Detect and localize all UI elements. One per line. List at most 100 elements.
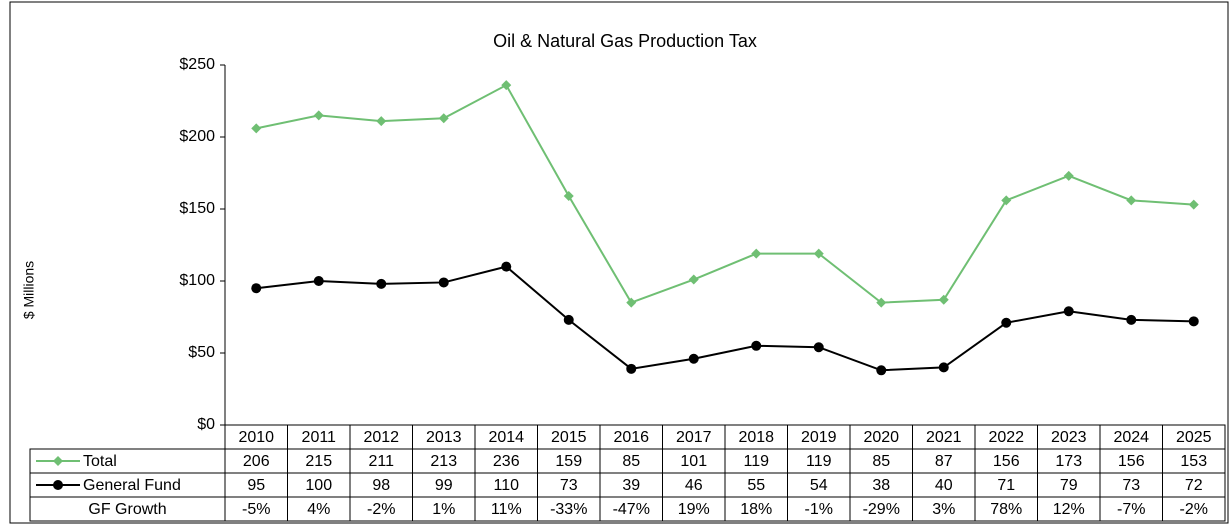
row-label: GF Growth xyxy=(88,501,166,518)
x-tick-label: 2019 xyxy=(801,429,837,446)
y-tick-label: $0 xyxy=(197,416,215,433)
point xyxy=(251,123,262,134)
point xyxy=(938,362,949,373)
table-value: 119 xyxy=(806,453,832,470)
point xyxy=(688,274,699,285)
x-tick-label: 2011 xyxy=(302,429,337,446)
chart-title: Oil & Natural Gas Production Tax xyxy=(493,31,757,51)
table-cell xyxy=(1162,496,1226,522)
y-tick-label: $100 xyxy=(179,272,215,289)
table-value: 1% xyxy=(432,501,455,518)
table-value: 11% xyxy=(491,501,522,518)
series-line xyxy=(256,265,1194,372)
y-tick-label: $200 xyxy=(179,128,215,145)
point xyxy=(1001,317,1012,328)
table-value: -2% xyxy=(1180,501,1208,518)
table-value: 119 xyxy=(743,453,769,470)
point xyxy=(1126,195,1137,206)
table-value: -2% xyxy=(367,501,395,518)
table-value: 236 xyxy=(493,453,520,470)
table-value: 87 xyxy=(935,453,953,470)
x-tick-label: 2015 xyxy=(551,429,587,446)
table-value: 73 xyxy=(560,477,578,494)
legend-marker xyxy=(53,456,63,466)
table-value: 110 xyxy=(493,477,519,494)
y-tick-label: $250 xyxy=(179,56,215,73)
point xyxy=(376,116,387,127)
table-value: 156 xyxy=(1118,453,1145,470)
point xyxy=(1063,170,1074,181)
table-value: 12% xyxy=(1053,501,1085,518)
legend-label: General Fund xyxy=(83,477,181,494)
table-value: 98 xyxy=(372,477,390,494)
point xyxy=(563,314,574,325)
point xyxy=(501,261,512,272)
point xyxy=(751,340,762,351)
y-axis-label: $ Millions xyxy=(21,261,37,319)
table-value: 153 xyxy=(1180,453,1207,470)
table-value: 79 xyxy=(1060,477,1078,494)
point xyxy=(813,342,824,353)
point xyxy=(876,297,887,308)
y-tick-label: $150 xyxy=(179,200,215,217)
point xyxy=(876,365,887,376)
point xyxy=(313,276,324,286)
point xyxy=(251,283,262,294)
table-value: 100 xyxy=(305,477,332,494)
x-tick-label: 2025 xyxy=(1176,429,1212,446)
point xyxy=(438,113,449,124)
table-value: 4% xyxy=(307,501,330,518)
table-value: 85 xyxy=(622,453,640,470)
point xyxy=(1126,314,1137,325)
table-value: 101 xyxy=(680,453,707,470)
point xyxy=(626,363,637,374)
table-value: 215 xyxy=(305,453,332,470)
x-tick-label: 2017 xyxy=(676,429,712,446)
point xyxy=(938,294,949,305)
x-tick-label: 2024 xyxy=(1113,429,1149,446)
point xyxy=(376,278,387,289)
point xyxy=(626,297,637,308)
table-value: 213 xyxy=(430,453,457,470)
series-line xyxy=(256,83,1194,304)
x-tick-label: 2021 xyxy=(926,429,962,446)
table-value: 72 xyxy=(1185,477,1203,494)
point xyxy=(688,353,699,364)
x-tick-label: 2018 xyxy=(738,429,774,446)
x-tick-label: 2020 xyxy=(863,429,899,446)
legend-marker xyxy=(53,480,63,490)
x-tick-label: 2023 xyxy=(1051,429,1087,446)
table-value: -33% xyxy=(550,501,587,518)
table-value: 73 xyxy=(1122,477,1140,494)
table-value: -47% xyxy=(613,501,650,518)
point xyxy=(563,191,574,202)
table-value: 55 xyxy=(747,477,765,494)
table-value: 39 xyxy=(622,477,640,494)
table-value: 38 xyxy=(872,477,890,494)
table-value: 46 xyxy=(685,477,703,494)
point xyxy=(1188,316,1199,327)
table-value: 19% xyxy=(678,501,710,518)
point xyxy=(751,248,762,259)
table-value: 156 xyxy=(993,453,1020,470)
x-tick-label: 2013 xyxy=(426,429,462,446)
point xyxy=(813,248,824,259)
table-value: 71 xyxy=(997,477,1015,494)
table-value: 40 xyxy=(935,477,953,494)
y-tick-label: $50 xyxy=(188,344,215,361)
table-value: -29% xyxy=(863,501,900,518)
x-tick-label: 2014 xyxy=(488,429,524,446)
table-value: -5% xyxy=(242,501,270,518)
point xyxy=(1063,306,1074,317)
table-value: 159 xyxy=(555,453,582,470)
point xyxy=(1001,195,1012,206)
table-value: 78% xyxy=(990,501,1022,518)
x-tick-label: 2010 xyxy=(238,429,274,446)
table-value: 85 xyxy=(872,453,890,470)
x-tick-label: 2016 xyxy=(613,429,649,446)
x-tick-label: 2022 xyxy=(988,429,1024,446)
table-value: 206 xyxy=(243,453,270,470)
legend-label: Total xyxy=(83,453,117,470)
table-value: -1% xyxy=(805,501,833,518)
x-tick-label: 2012 xyxy=(363,429,399,446)
